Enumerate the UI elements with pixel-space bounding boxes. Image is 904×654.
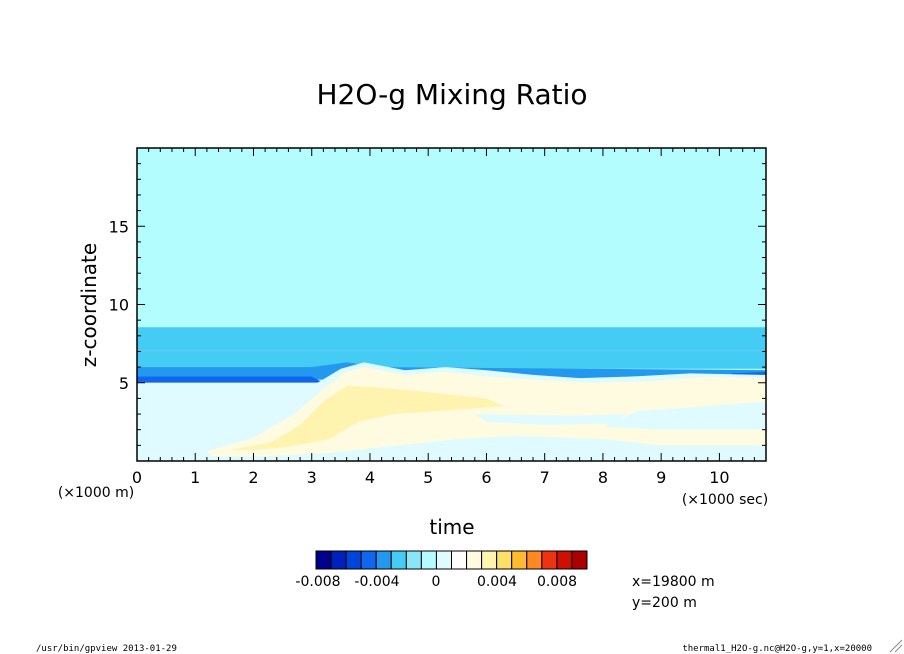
colorbar — [315, 550, 588, 570]
colorbar-label: 0 — [432, 574, 441, 590]
colorbar-swatch — [481, 550, 498, 570]
colorbar-swatch — [571, 550, 588, 570]
colorbar-swatch — [496, 550, 513, 570]
y-unit-label: (×1000 m) — [58, 485, 134, 501]
colorbar-swatch — [375, 550, 392, 570]
x-axis-label: time — [429, 515, 474, 539]
colorbar-label: 0.008 — [537, 574, 577, 590]
field-band-darker-blue — [137, 376, 324, 383]
field-band-mid-blue — [137, 327, 766, 351]
colorbar-labels: -0.008 -0.004 0 0.004 0.008 — [295, 574, 577, 590]
x-tick-label: 3 — [307, 468, 317, 487]
colorbar-swatch — [466, 550, 483, 570]
chart-title: H2O-g Mixing Ratio — [316, 78, 587, 111]
x-tick-label: 1 — [190, 468, 200, 487]
colorbar-swatch — [420, 550, 437, 570]
x-tick-label: 2 — [248, 468, 258, 487]
y-tick-label: 5 — [119, 374, 129, 393]
y-tick-label: 10 — [109, 296, 129, 315]
field-band-mid-blue — [137, 350, 766, 369]
info-y-value: y=200 m — [632, 595, 697, 611]
colorbar-swatch — [435, 550, 453, 570]
colorbar-swatch — [541, 550, 558, 570]
plot-fields — [137, 148, 766, 461]
x-tick-label: 5 — [423, 468, 433, 487]
colorbar-swatch — [345, 550, 362, 570]
x-tick-label: 8 — [598, 468, 608, 487]
y-axis-label: z-coordinate — [77, 243, 101, 367]
x-tick-label: 10 — [709, 468, 729, 487]
plot-frame — [136, 147, 767, 462]
colorbar-swatch — [315, 550, 332, 570]
colorbar-swatch — [360, 550, 377, 570]
footer-right: thermal1_H2O-g.nc@H2O-g,y=1,x=20000 — [682, 644, 872, 654]
colorbar-swatch — [556, 550, 573, 570]
colorbar-label: -0.004 — [354, 574, 399, 590]
colorbar-swatch — [451, 550, 468, 570]
y-tick-label: 15 — [109, 217, 129, 236]
colorbar-swatch — [390, 550, 407, 570]
colorbar-swatch — [330, 550, 347, 570]
resize-grip-icon[interactable] — [889, 639, 903, 653]
x-unit-label: (×1000 sec) — [682, 492, 768, 508]
x-tick-label: 6 — [481, 468, 491, 487]
field-warm-core — [230, 385, 504, 450]
x-tick-label: 9 — [656, 468, 666, 487]
x-tick-label: 4 — [365, 468, 375, 487]
field-lower-cool — [474, 414, 627, 425]
colorbar-swatch — [526, 550, 543, 570]
colorbar-label: 0.004 — [477, 574, 517, 590]
colorbar-swatch — [405, 550, 422, 570]
colorbar-label: -0.008 — [295, 574, 340, 590]
x-tick-label: 0 — [132, 468, 142, 487]
colorbar-swatch — [511, 550, 528, 570]
info-x-value: x=19800 m — [632, 574, 715, 590]
footer-left: /usr/bin/gpview 2013-01-29 — [36, 644, 177, 654]
x-tick-label: 7 — [540, 468, 550, 487]
